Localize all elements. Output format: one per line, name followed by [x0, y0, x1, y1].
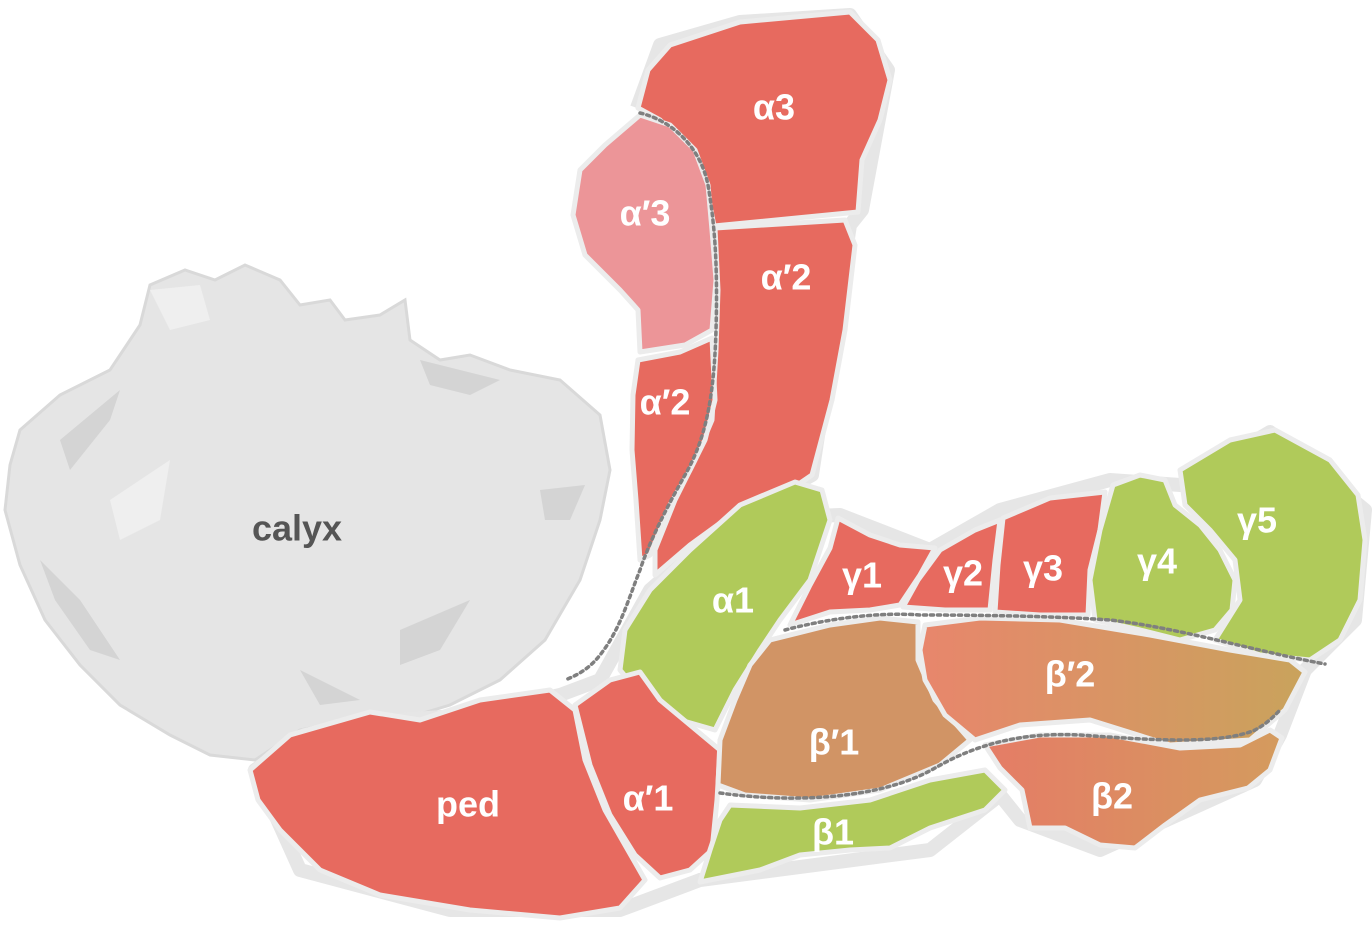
- calyx-facet: [40, 560, 120, 660]
- calyx-facet: [300, 670, 360, 705]
- calyx-facet: [420, 360, 500, 395]
- label-a1: α1: [712, 580, 754, 621]
- lobe-g3: [992, 489, 1108, 618]
- lobe-bp1: [715, 615, 973, 803]
- label-bp2: β′2: [1045, 654, 1096, 695]
- label-g1: γ1: [842, 555, 882, 596]
- label-ped: ped: [436, 784, 500, 825]
- calyx-facet: [400, 600, 470, 665]
- label-g3: γ3: [1023, 548, 1063, 589]
- lobe-a1: [617, 479, 833, 733]
- label-a3: α3: [753, 87, 795, 128]
- divider-dotted-beta: [718, 708, 1282, 800]
- label-b2: β2: [1091, 776, 1133, 817]
- label-ap2-upper: α′2: [761, 257, 812, 298]
- calyx: calyx: [3, 263, 612, 762]
- calyx-facet: [110, 460, 170, 540]
- label-ap2-lower: α′2: [640, 382, 691, 423]
- divider-dotted-alpha: [563, 111, 719, 682]
- label-ap3: α′3: [620, 193, 671, 234]
- label-g4: γ4: [1137, 541, 1177, 582]
- calyx-facet: [150, 285, 210, 330]
- lobe-g5: [1177, 427, 1368, 663]
- label-ap1: α′1: [623, 778, 674, 819]
- label-b1: β1: [812, 812, 854, 853]
- calyx-facet: [60, 390, 120, 470]
- lobe-b2: [982, 727, 1285, 851]
- lobe-g1: [787, 515, 938, 628]
- calyx-label: calyx: [252, 508, 342, 549]
- label-g5: γ5: [1237, 500, 1277, 541]
- lobe-b1: [697, 767, 1008, 885]
- lobe-ap1: [572, 669, 723, 881]
- label-g2: γ2: [943, 553, 983, 594]
- calyx-facet: [540, 485, 585, 520]
- divider-dotted-gamma: [783, 612, 1327, 666]
- region-labels: α3 α′3 α′2 α′2 α1 ped α′1 γ1 γ2 γ3 γ4 γ5…: [436, 87, 1277, 853]
- lobe-ped: [247, 687, 648, 921]
- lobe-g2: [900, 517, 1003, 613]
- label-bp1: β′1: [809, 722, 860, 763]
